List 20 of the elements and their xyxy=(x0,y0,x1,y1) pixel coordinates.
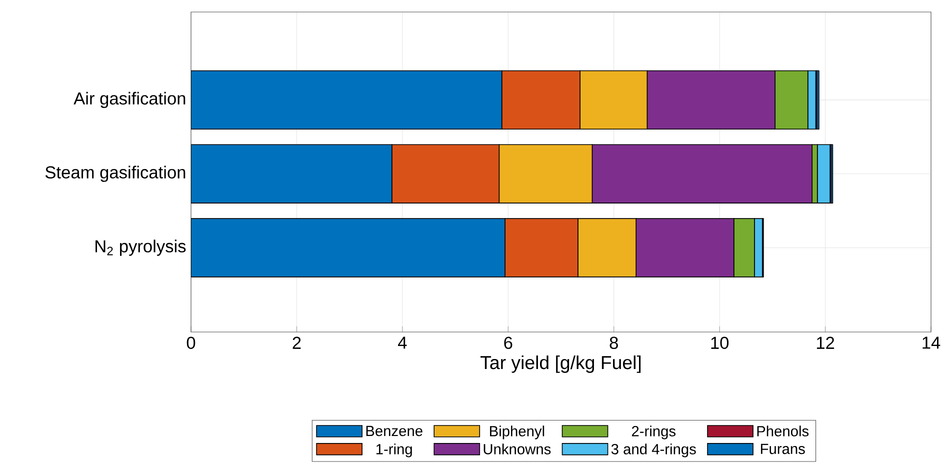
legend-label: Biphenyl xyxy=(490,426,544,440)
y-tick-label: N$_{2}$ pyrolysis xyxy=(96,240,186,256)
legend-label: Benzene xyxy=(366,426,422,436)
y-tick-label: Steam gasification xyxy=(45,166,186,182)
x-axis-title: Tar yield [g/kg Fuel] xyxy=(480,355,641,373)
legend-label: 1-ring xyxy=(376,444,412,458)
x-tick-label: 4 xyxy=(398,336,407,349)
legend-label: Unknowns xyxy=(484,444,551,454)
legend-label: Furans xyxy=(760,444,805,454)
legend-label: 2-rings xyxy=(632,426,676,440)
x-tick-label: 12 xyxy=(816,336,834,349)
x-tick-label: 0 xyxy=(186,336,196,349)
x-tick-label: 6 xyxy=(504,336,512,349)
x-tick-label: 2 xyxy=(292,336,301,349)
x-tick-label: 8 xyxy=(610,336,618,349)
legend-label: 3 and 4-rings xyxy=(611,444,696,458)
y-tick-label: Air gasification xyxy=(74,92,186,108)
x-tick-label: 14 xyxy=(922,336,940,349)
legend-label: Phenols xyxy=(757,426,809,436)
x-tick-label: 10 xyxy=(711,336,729,349)
